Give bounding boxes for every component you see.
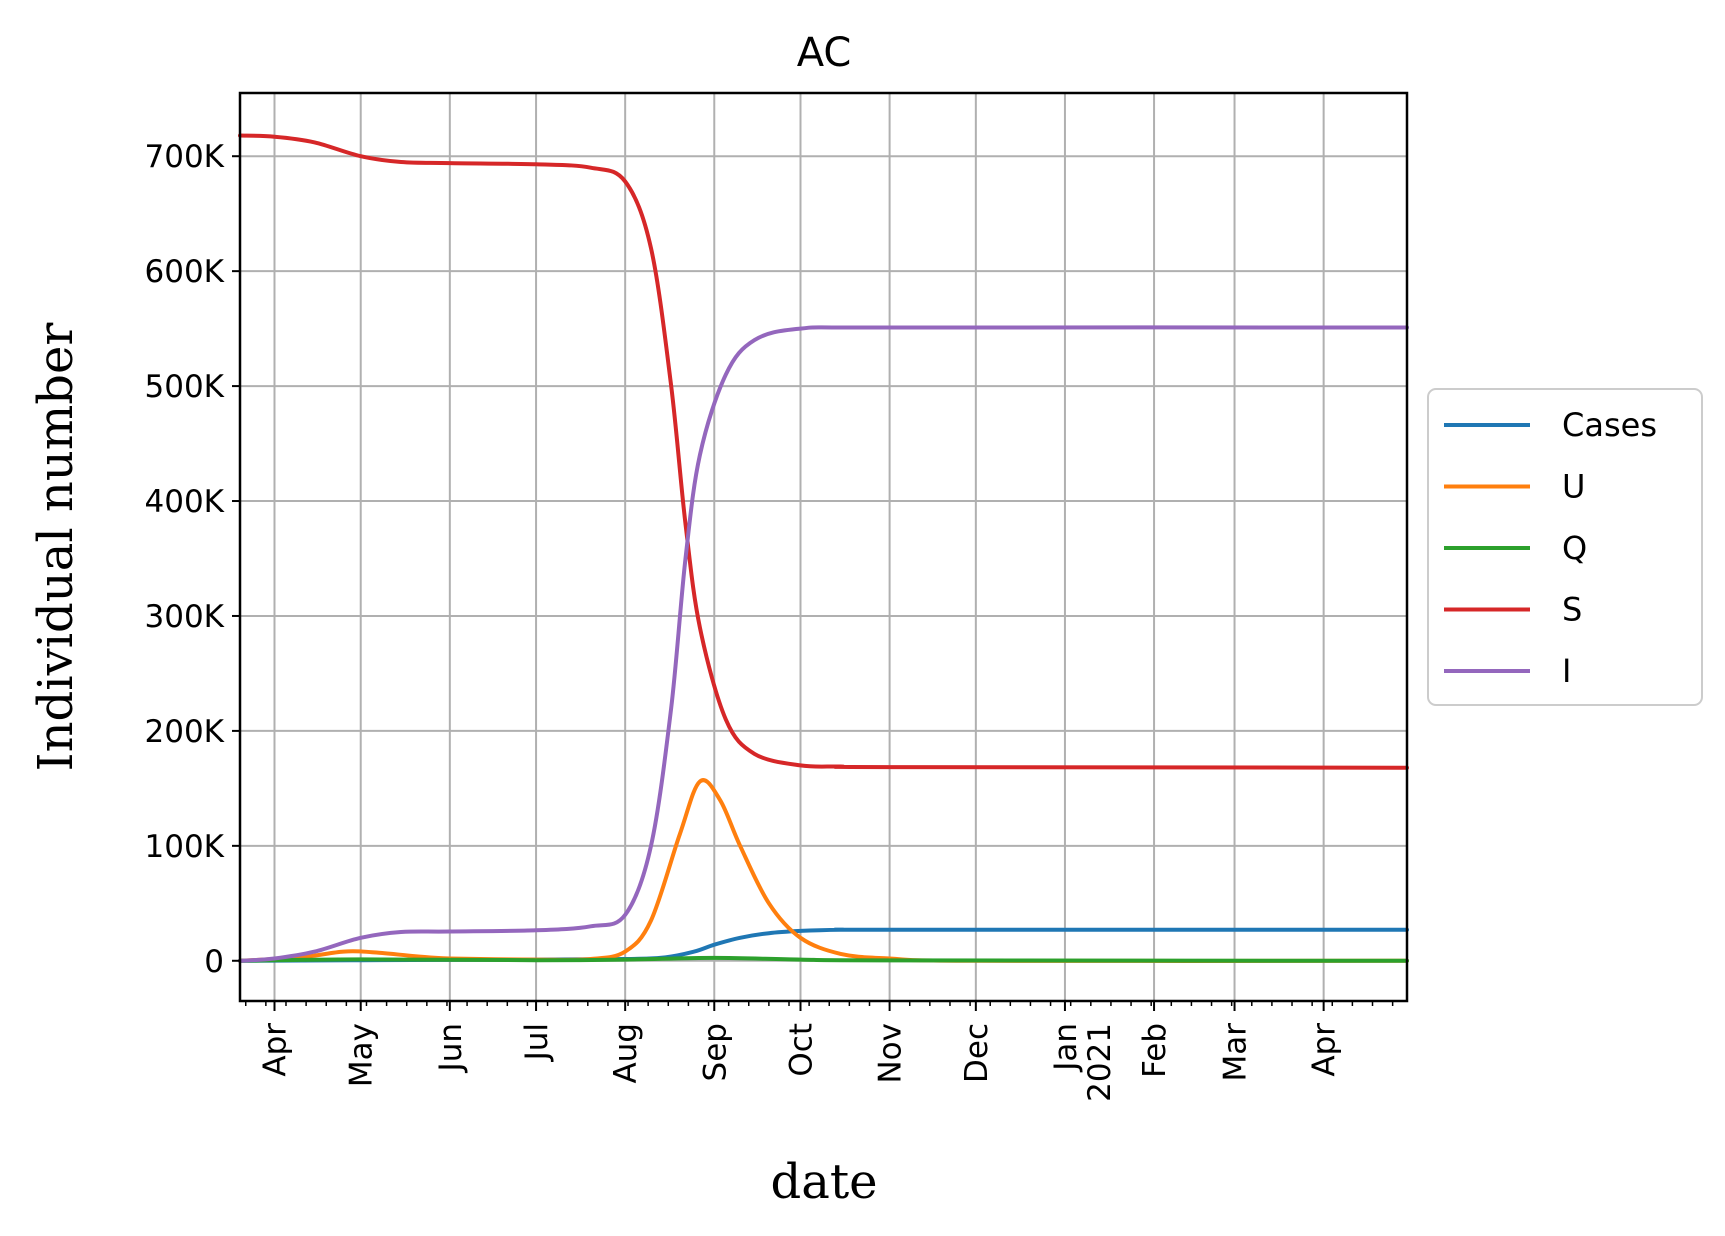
svg-text:Apr: Apr [257, 1023, 293, 1077]
x-tick-label: Jun [433, 1023, 469, 1073]
x-tick-label: May [344, 1023, 380, 1087]
chart-title: AC [797, 30, 852, 76]
y-tick-label: 400K [145, 484, 225, 520]
y-tick-label: 200K [145, 714, 225, 750]
svg-text:Mar: Mar [1218, 1023, 1254, 1082]
y-tick-label: 600K [145, 254, 225, 290]
y-tick-label: 100K [145, 829, 225, 865]
svg-text:Oct: Oct [784, 1023, 820, 1077]
x-tick-label: Jul [519, 1023, 555, 1062]
x-axis-label: date [770, 1154, 877, 1210]
y-axis-ticks: 0 100K 200K 300K 400K 500K 600K 700K [145, 139, 240, 980]
svg-text:May: May [344, 1023, 380, 1087]
legend-label-i: I [1562, 652, 1571, 690]
series-line-i [238, 325, 1409, 963]
grid-lines [240, 93, 1407, 1001]
x-tick-label: Dec [959, 1023, 995, 1083]
x-tick-label: Mar [1218, 1023, 1254, 1082]
y-tick-label: 300K [145, 599, 225, 635]
svg-text:Aug: Aug [608, 1023, 644, 1084]
svg-text:Jun: Jun [433, 1023, 469, 1073]
legend-label-cases: Cases [1562, 406, 1657, 444]
svg-text:Feb: Feb [1137, 1023, 1173, 1078]
y-tick-label: 700K [145, 139, 225, 175]
x-tick-label: Jan2021 [1048, 1023, 1118, 1102]
x-tick-label: Oct [784, 1023, 820, 1077]
svg-text:Jan2021: Jan2021 [1048, 1023, 1118, 1102]
x-tick-label: Aug [608, 1023, 644, 1084]
y-tick-label: 500K [145, 369, 225, 405]
x-tick-label: Nov [873, 1023, 909, 1084]
svg-text:Nov: Nov [873, 1023, 909, 1084]
svg-text:Jul: Jul [519, 1023, 555, 1062]
y-axis-label: Individual number [28, 323, 84, 772]
x-tick-label: Feb [1137, 1023, 1173, 1078]
x-tick-label: Apr [257, 1023, 293, 1077]
series-line-q [238, 955, 1409, 963]
plot-frame [238, 91, 1409, 1003]
x-tick-label: Apr [1307, 1023, 1343, 1077]
legend-label-s: S [1562, 591, 1582, 629]
svg-text:Dec: Dec [959, 1023, 995, 1083]
svg-text:Sep: Sep [697, 1023, 733, 1081]
y-tick-label: 0 [204, 944, 224, 980]
svg-text:Apr: Apr [1307, 1023, 1343, 1077]
x-tick-label: Sep [697, 1023, 733, 1081]
legend-label-q: Q [1562, 529, 1587, 567]
series-lines [238, 133, 1409, 963]
legend-box [1427, 388, 1703, 706]
legend-label-u: U [1562, 468, 1585, 506]
x-axis-ticks: Apr May Jun Jul Aug Sep Oct Nov Dec Jan2021 Feb Mar… [244, 1001, 1394, 1102]
series-line-s [238, 133, 1409, 770]
